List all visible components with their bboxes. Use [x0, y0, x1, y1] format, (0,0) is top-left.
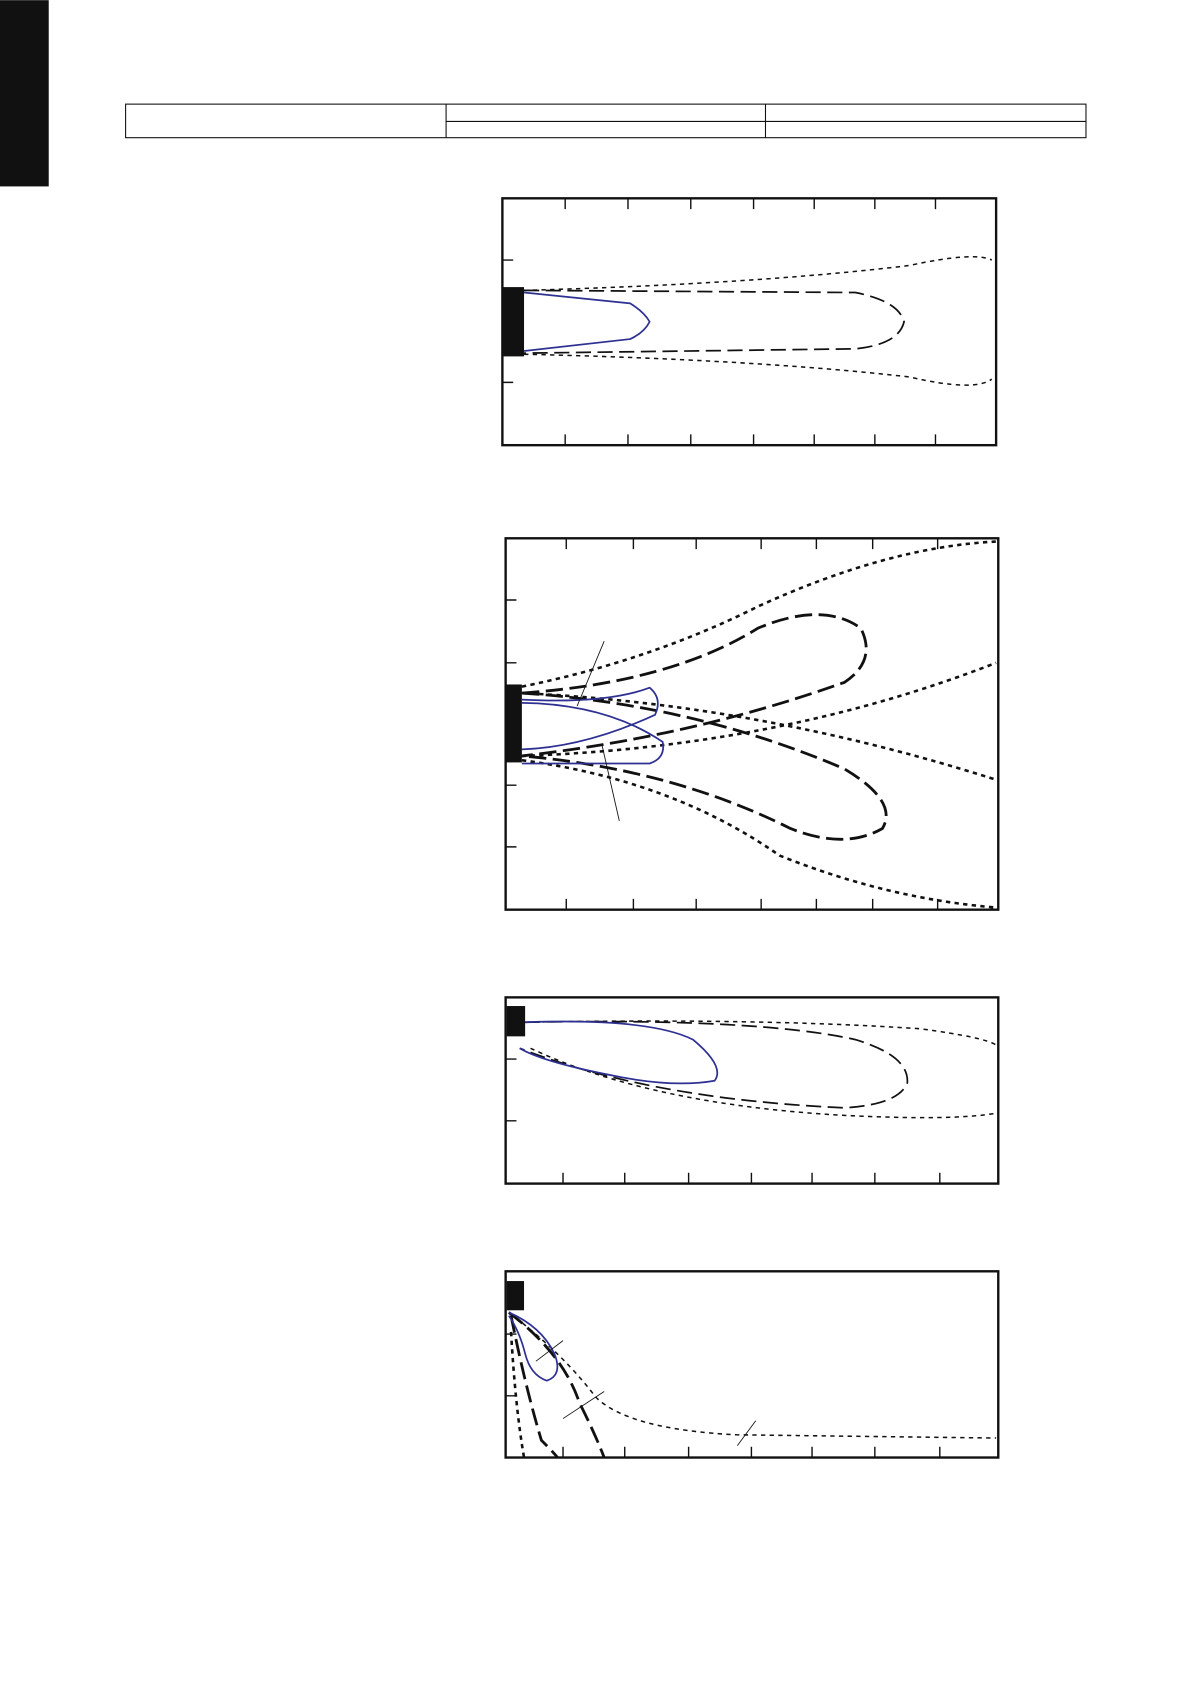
outlet — [506, 1006, 526, 1037]
throw-outline — [521, 661, 997, 758]
ticks — [502, 198, 937, 446]
throw-outline — [521, 758, 997, 909]
throw-outline — [524, 289, 905, 355]
diagram-frame — [504, 537, 1000, 911]
throw-outline — [521, 702, 665, 765]
throw-outline — [521, 691, 888, 841]
airflow-diagram-1 — [501, 197, 998, 447]
outlet — [506, 1281, 525, 1311]
outlet — [502, 287, 525, 357]
throw-outline — [521, 613, 868, 758]
diagram-frame — [501, 197, 998, 447]
throw-outline — [523, 291, 651, 352]
leader-line — [535, 1340, 564, 1362]
throw-outline — [519, 1020, 719, 1085]
airflow-diagram-3 — [504, 996, 1000, 1185]
airflow-diagram-4 — [504, 1270, 1000, 1459]
throw-outline — [530, 1047, 997, 1119]
airflow-diagram-2 — [504, 537, 1000, 911]
header-table — [125, 103, 1087, 139]
throw-outline — [509, 1331, 526, 1458]
throw-outline — [521, 540, 997, 688]
leader-line — [562, 1391, 605, 1419]
throw-outline — [509, 1315, 559, 1459]
ticks — [505, 538, 939, 910]
throw-outline — [508, 1311, 606, 1459]
outlet — [505, 684, 522, 763]
throw-outline — [508, 1311, 559, 1382]
throw-outline — [524, 353, 993, 386]
throw-outline — [519, 1020, 909, 1109]
throw-outline — [508, 1311, 997, 1439]
leader-line — [736, 1420, 757, 1446]
edge-tab — [0, 0, 49, 187]
diagram-frame — [504, 1270, 1000, 1459]
leader-line — [576, 640, 605, 707]
ticks — [505, 1058, 941, 1184]
ticks — [505, 1333, 941, 1458]
leader-line — [601, 744, 620, 821]
throw-outline — [524, 255, 993, 292]
throw-outline — [521, 686, 659, 751]
throw-outline — [525, 1020, 997, 1046]
